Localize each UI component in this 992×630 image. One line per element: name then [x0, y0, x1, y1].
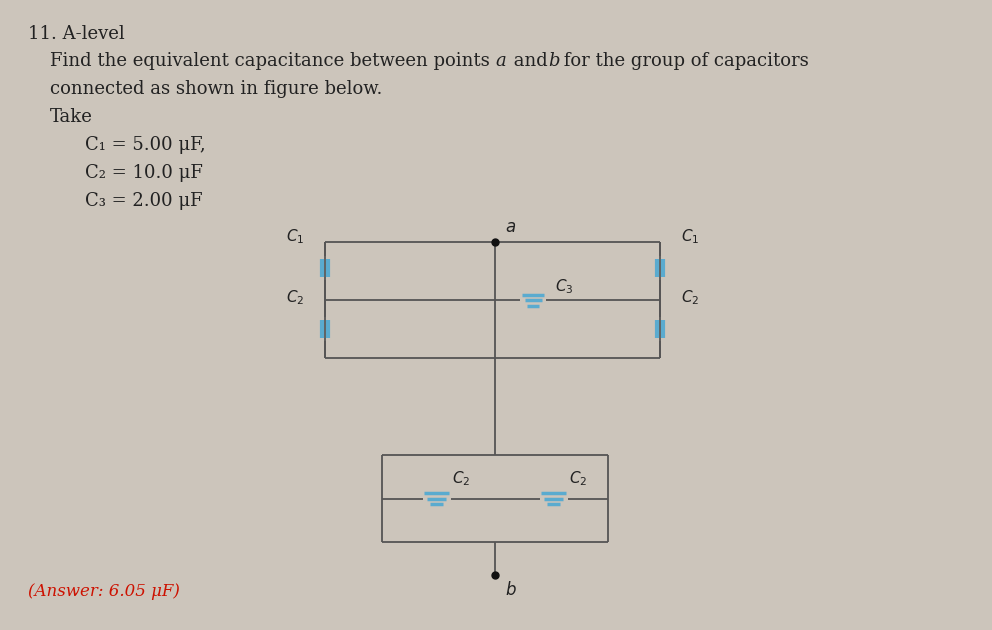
Text: $C_2$: $C_2$: [452, 470, 470, 488]
Text: connected as shown in figure below.: connected as shown in figure below.: [50, 80, 382, 98]
Text: $C_1$: $C_1$: [286, 227, 305, 246]
Text: (Answer: 6.05 μF): (Answer: 6.05 μF): [28, 583, 180, 600]
Text: and: and: [508, 52, 554, 70]
Text: 11. A-level: 11. A-level: [28, 25, 125, 43]
Text: C₂ = 10.0 μF: C₂ = 10.0 μF: [85, 164, 203, 182]
Text: $a$: $a$: [505, 219, 516, 236]
Text: C₃ = 2.00 μF: C₃ = 2.00 μF: [85, 192, 202, 210]
Text: $C_2$: $C_2$: [681, 289, 699, 307]
Text: C₁ = 5.00 μF,: C₁ = 5.00 μF,: [85, 136, 205, 154]
Text: $b$: $b$: [505, 581, 517, 599]
Text: a: a: [495, 52, 506, 70]
Text: Take: Take: [50, 108, 93, 126]
Text: $C_2$: $C_2$: [569, 470, 587, 488]
Text: b: b: [548, 52, 559, 70]
Text: $C_2$: $C_2$: [286, 289, 305, 307]
Text: $C_1$: $C_1$: [681, 227, 699, 246]
Text: $C_3$: $C_3$: [555, 277, 573, 296]
Text: Find the equivalent capacitance between points: Find the equivalent capacitance between …: [50, 52, 495, 70]
Text: for the group of capacitors: for the group of capacitors: [558, 52, 808, 70]
